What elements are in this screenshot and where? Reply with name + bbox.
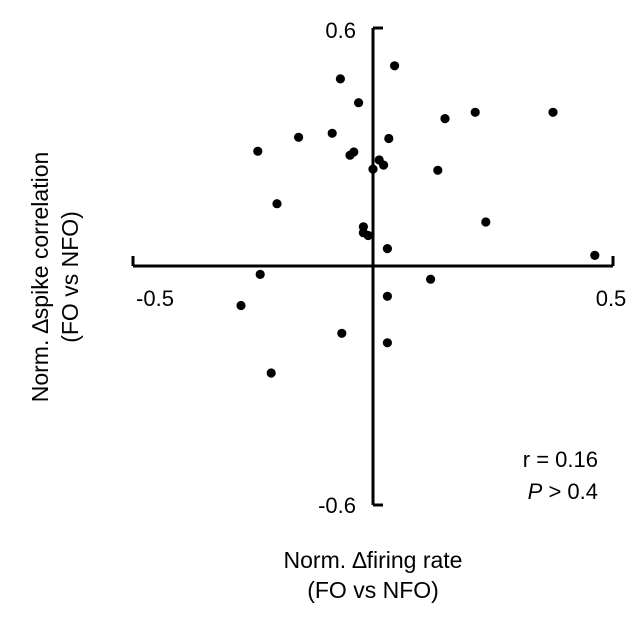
x-tick-label-left: -0.5 bbox=[136, 286, 174, 311]
data-point-12 bbox=[345, 150, 355, 160]
data-point-26 bbox=[382, 291, 392, 301]
y-axis-title-line1: Norm. ∆spike correlation bbox=[27, 152, 53, 403]
y-tick-label-top: 0.6 bbox=[325, 18, 356, 43]
data-point-10 bbox=[253, 146, 263, 156]
data-point-1 bbox=[390, 61, 400, 71]
y-tick-label-bottom: -0.6 bbox=[318, 493, 356, 518]
data-point-8 bbox=[294, 132, 304, 142]
p-value-annotation: P > 0.4 bbox=[528, 479, 598, 504]
p-symbol: P bbox=[528, 479, 543, 504]
data-point-9 bbox=[384, 133, 394, 144]
data-points bbox=[236, 61, 600, 378]
data-point-5 bbox=[548, 107, 558, 117]
data-point-22 bbox=[382, 244, 392, 254]
axes bbox=[131, 26, 615, 507]
data-point-4 bbox=[470, 107, 480, 117]
data-point-23 bbox=[590, 250, 600, 260]
y-axis-title-line2: (FO vs NFO) bbox=[57, 211, 83, 343]
data-point-16 bbox=[433, 165, 443, 175]
data-point-14 bbox=[379, 160, 389, 170]
data-point-29 bbox=[382, 338, 392, 348]
data-point-21 bbox=[363, 230, 373, 241]
data-point-30 bbox=[266, 368, 276, 378]
data-point-18 bbox=[481, 217, 491, 227]
data-point-24 bbox=[255, 269, 265, 279]
data-point-2 bbox=[335, 74, 345, 84]
correlation-annotation: r = 0.16 bbox=[523, 447, 598, 472]
x-axis-title-line2: (FO vs NFO) bbox=[307, 577, 439, 603]
data-point-7 bbox=[327, 128, 337, 138]
data-point-17 bbox=[272, 199, 282, 209]
data-point-25 bbox=[426, 274, 436, 284]
data-point-15 bbox=[368, 164, 378, 174]
data-point-28 bbox=[337, 328, 347, 338]
x-tick-label-right: 0.5 bbox=[596, 286, 627, 311]
data-point-3 bbox=[354, 98, 364, 108]
data-point-27 bbox=[236, 300, 246, 311]
x-axis-title-line1: Norm. ∆firing rate bbox=[284, 547, 463, 573]
p-value-text: > 0.4 bbox=[542, 479, 598, 504]
data-point-6 bbox=[440, 114, 450, 124]
